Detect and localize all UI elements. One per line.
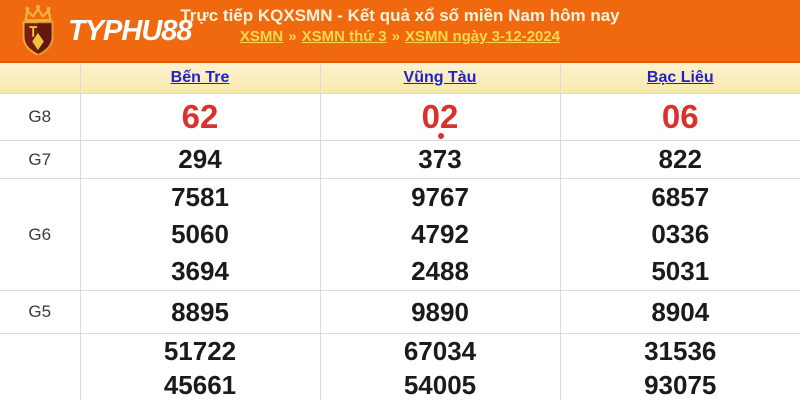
- province-link-ben-tre[interactable]: Bến Tre: [170, 69, 230, 86]
- breadcrumb-link-xsmn[interactable]: XSMN: [239, 28, 284, 45]
- breadcrumb-separator: »: [391, 28, 400, 45]
- result-number: 31536: [644, 336, 717, 366]
- result-number-group: 6857 0336 5031: [559, 178, 800, 291]
- crown-shield-logo-icon: [14, 3, 62, 60]
- logo-text: TYPHU88: [68, 14, 193, 47]
- result-number: 62: [79, 93, 321, 141]
- result-number: 9767: [411, 182, 469, 212]
- result-number: 02: [319, 93, 561, 141]
- result-number: 67034: [403, 336, 477, 366]
- prize-label-g4: [0, 333, 81, 400]
- result-number-group: 51722 45661: [79, 333, 321, 400]
- province-header-row: Bến Tre Vũng Tàu Bạc Liêu: [0, 61, 800, 94]
- table-row-g6: G6 7581 5060 3694 9767 4792 2488 6857 03…: [0, 178, 800, 291]
- result-number: 5031: [651, 256, 710, 286]
- prize-label-g6: G6: [0, 178, 81, 291]
- result-number: 0336: [651, 219, 710, 249]
- result-number: 54005: [403, 370, 477, 400]
- table-row-g8: G8 62 02 06: [0, 93, 800, 141]
- breadcrumb: XSMN» XSMN thứ 3» XSMN ngày 3-12-2024: [0, 27, 800, 46]
- result-number-group: 7581 5060 3694: [79, 178, 321, 291]
- result-number: 822: [559, 140, 800, 179]
- result-number: 373: [319, 140, 561, 179]
- live-indicator-dot: [438, 133, 444, 139]
- result-number: 294: [79, 140, 321, 179]
- result-number: 3694: [171, 256, 229, 286]
- logo[interactable]: TYPHU88: [14, 3, 193, 60]
- prize-label-g8: G8: [0, 93, 81, 141]
- table-row-g7: G7 294 373 822: [0, 140, 800, 179]
- result-number: 2488: [411, 256, 469, 286]
- result-number: 51722: [163, 336, 237, 366]
- breadcrumb-link-xsmn-date[interactable]: XSMN ngày 3-12-2024: [405, 28, 561, 45]
- prize-column-header: [0, 61, 81, 94]
- province-link-vung-tau[interactable]: Vũng Tàu: [403, 69, 477, 86]
- table-row-g5: G5 8895 9890 8904: [0, 290, 800, 334]
- result-number: 9890: [319, 290, 561, 334]
- result-number: 8895: [79, 290, 321, 334]
- results-table: Bến Tre Vũng Tàu Bạc Liêu G8 62 02 06 G7…: [0, 61, 800, 400]
- province-link-bac-lieu[interactable]: Bạc Liêu: [646, 69, 714, 86]
- result-number: 06: [559, 93, 800, 141]
- prize-label-g5: G5: [0, 290, 81, 334]
- page-title: Trực tiếp KQXSMN - Kết quả xổ số miền Na…: [180, 6, 620, 25]
- breadcrumb-link-xsmn-thu-3[interactable]: XSMN thứ 3: [301, 28, 387, 45]
- result-number: 7581: [171, 182, 229, 212]
- prize-label-g7: G7: [0, 140, 81, 179]
- result-number: 93075: [644, 370, 717, 400]
- result-number-group: 31536 93075: [559, 333, 800, 400]
- result-number-group: 9767 4792 2488: [319, 178, 561, 291]
- result-number: 5060: [171, 219, 229, 249]
- result-number: 45661: [163, 370, 237, 400]
- result-number: 8904: [559, 290, 800, 334]
- result-number: 4792: [411, 219, 469, 249]
- result-number-group: 67034 54005: [319, 333, 561, 400]
- breadcrumb-separator: »: [288, 28, 297, 45]
- top-banner: TYPHU88 Trực tiếp KQXSMN - Kết quả xổ số…: [0, 0, 800, 61]
- result-number: 6857: [651, 182, 710, 212]
- table-row-g4: 51722 45661 67034 54005 31536 93075: [0, 333, 800, 400]
